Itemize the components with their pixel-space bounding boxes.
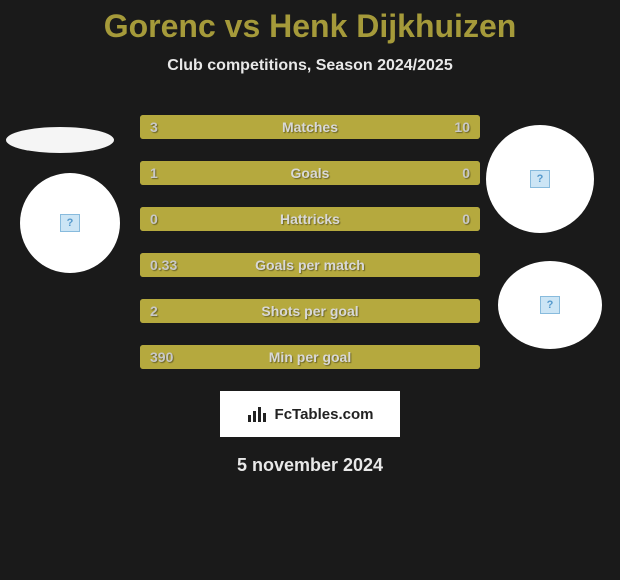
player1-avatar bbox=[20, 173, 120, 273]
stat-label: Shots per goal bbox=[261, 303, 358, 319]
placeholder-image-icon bbox=[540, 296, 560, 314]
stat-left-value: 390 bbox=[150, 349, 173, 365]
stat-left-value: 0 bbox=[150, 211, 158, 227]
player2-club-avatar bbox=[498, 261, 602, 349]
stat-row: 390 Min per goal bbox=[140, 345, 480, 369]
placeholder-image-icon bbox=[60, 214, 80, 232]
stat-label: Goals per match bbox=[255, 257, 365, 273]
stat-row: 1 Goals 0 bbox=[140, 161, 480, 185]
stat-row: 0 Hattricks 0 bbox=[140, 207, 480, 231]
stat-bars-container: 3 Matches 10 1 Goals 0 0 Hattricks 0 0.33 Goals pe… bbox=[140, 115, 480, 369]
date-text: 5 november 2024 bbox=[0, 455, 620, 476]
vs-text: vs bbox=[225, 8, 261, 44]
stats-area: 3 Matches 10 1 Goals 0 0 Hattricks 0 0.33 Goals pe… bbox=[0, 115, 620, 369]
comparison-title: Gorenc vs Henk Dijkhuizen bbox=[0, 0, 620, 45]
bar-right-fill bbox=[218, 115, 480, 139]
stat-row: 3 Matches 10 bbox=[140, 115, 480, 139]
placeholder-image-icon bbox=[530, 170, 550, 188]
stat-right-value: 0 bbox=[462, 211, 470, 227]
stat-left-value: 1 bbox=[150, 165, 158, 181]
stat-row: 0.33 Goals per match bbox=[140, 253, 480, 277]
bars-icon bbox=[247, 405, 269, 423]
stat-label: Min per goal bbox=[269, 349, 351, 365]
left-ellipse-decoration bbox=[6, 127, 114, 153]
stat-label: Matches bbox=[282, 119, 338, 135]
fctables-badge: FcTables.com bbox=[220, 391, 400, 437]
stat-row: 2 Shots per goal bbox=[140, 299, 480, 323]
stat-right-value: 0 bbox=[462, 165, 470, 181]
subtitle: Club competitions, Season 2024/2025 bbox=[0, 57, 620, 75]
player1-name: Gorenc bbox=[104, 8, 216, 44]
stat-right-value: 10 bbox=[454, 119, 470, 135]
player2-avatar bbox=[486, 125, 594, 233]
stat-left-value: 2 bbox=[150, 303, 158, 319]
player2-name: Henk Dijkhuizen bbox=[269, 8, 516, 44]
stat-label: Goals bbox=[291, 165, 330, 181]
stat-label: Hattricks bbox=[280, 211, 340, 227]
fctables-text: FcTables.com bbox=[275, 406, 374, 423]
stat-left-value: 0.33 bbox=[150, 257, 177, 273]
stat-left-value: 3 bbox=[150, 119, 158, 135]
